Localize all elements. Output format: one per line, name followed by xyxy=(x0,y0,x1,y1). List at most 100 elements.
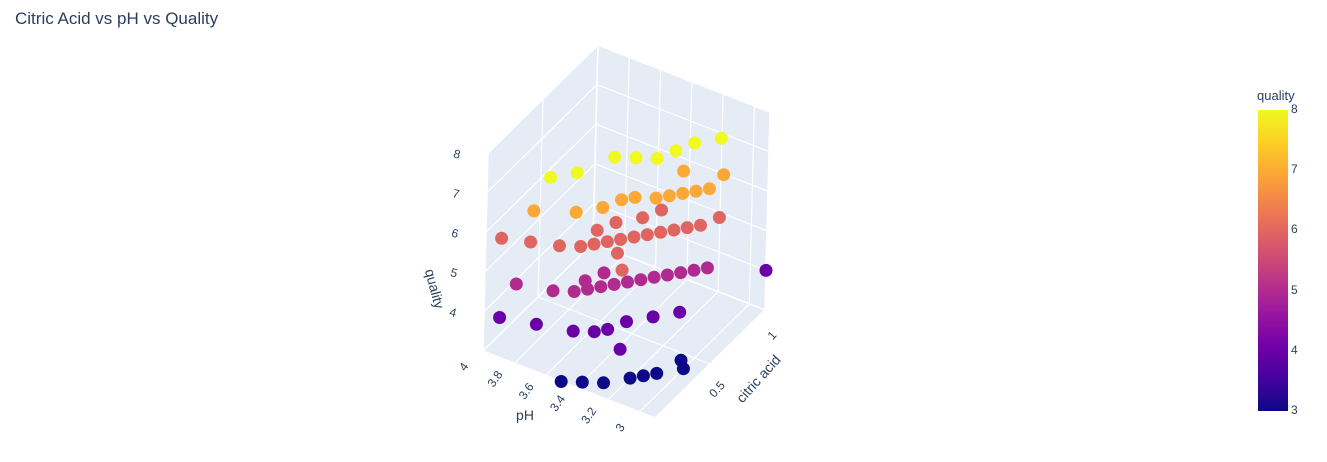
data-point xyxy=(546,284,560,298)
data-point xyxy=(613,342,627,356)
data-point xyxy=(640,228,654,242)
data-point xyxy=(527,204,541,218)
data-point xyxy=(628,190,642,204)
data-point xyxy=(650,152,664,165)
tick-ph: 3.2 xyxy=(578,404,599,426)
data-point xyxy=(702,182,716,196)
data-point xyxy=(554,375,568,388)
data-point xyxy=(647,270,661,284)
data-point xyxy=(623,371,637,385)
tick-citric: 1 xyxy=(765,328,780,343)
data-point xyxy=(509,277,523,291)
data-point xyxy=(714,131,728,145)
grid-quality-side xyxy=(593,202,767,271)
data-point xyxy=(649,191,663,205)
tick-quality: 4 xyxy=(448,305,458,320)
data-point xyxy=(687,263,701,277)
data-point xyxy=(674,353,688,367)
data-point xyxy=(574,240,588,253)
tick-quality: 6 xyxy=(450,226,460,241)
data-point xyxy=(615,263,629,277)
data-point xyxy=(566,324,580,338)
tick-quality: 8 xyxy=(452,147,462,162)
colorbar-tick: 5 xyxy=(1291,282,1298,297)
colorbar-tick: 4 xyxy=(1291,342,1298,357)
data-point xyxy=(677,164,691,178)
grid-ph-floor xyxy=(545,266,656,376)
chart-title: Citric Acid vs pH vs Quality xyxy=(15,9,219,28)
data-point xyxy=(669,144,683,158)
data-point xyxy=(615,193,629,207)
data-point xyxy=(600,235,614,249)
grid-ph-floor xyxy=(638,303,750,413)
data-point xyxy=(611,246,624,260)
data-point xyxy=(694,218,707,232)
data-point xyxy=(597,376,610,390)
data-point xyxy=(570,166,584,180)
data-point xyxy=(620,315,633,329)
colorbar-tick: 3 xyxy=(1291,403,1298,417)
grid-citric-back xyxy=(537,98,544,298)
tick-ph: 3.8 xyxy=(484,368,505,390)
data-point xyxy=(587,325,601,339)
grid-ph-side xyxy=(623,57,630,256)
data-point xyxy=(636,211,650,225)
colorbar-title: quality xyxy=(1257,88,1295,103)
data-point xyxy=(596,201,610,214)
data-point xyxy=(674,266,688,280)
data-point xyxy=(614,232,628,246)
data-point xyxy=(524,235,538,249)
data-point xyxy=(621,275,634,289)
data-point xyxy=(676,186,690,200)
data-point xyxy=(634,273,648,287)
data-point xyxy=(608,150,622,164)
data-point xyxy=(575,375,589,389)
data-point xyxy=(594,280,608,294)
data-point xyxy=(597,266,611,280)
tick-quality: 7 xyxy=(451,186,461,201)
colorbar-tick: 7 xyxy=(1291,162,1298,177)
data-point xyxy=(680,221,694,235)
data-point xyxy=(689,184,703,198)
tick-ph: 3.6 xyxy=(516,380,537,402)
colorbar xyxy=(1258,110,1288,411)
grid-quality-side xyxy=(596,84,770,153)
grid-ph-floor xyxy=(576,279,688,388)
data-point xyxy=(717,168,731,182)
axis-title-ph: pH xyxy=(516,407,534,423)
data-point xyxy=(609,216,623,229)
data-point xyxy=(578,274,592,288)
grid-quality-side xyxy=(597,44,771,113)
data-point xyxy=(759,263,773,277)
data-point xyxy=(650,366,664,380)
data-point xyxy=(636,369,650,383)
data-point xyxy=(712,211,726,224)
data-point xyxy=(700,261,714,275)
axis-title-citric-acid: citric acid xyxy=(733,352,784,406)
data-point xyxy=(660,268,674,282)
data-point xyxy=(627,230,641,244)
grid-ph-side xyxy=(748,105,755,304)
grid-quality-side xyxy=(595,123,769,192)
data-point xyxy=(544,170,557,184)
data-point xyxy=(673,305,687,319)
grid-ph-side xyxy=(717,93,724,292)
tick-ph: 3.4 xyxy=(547,392,568,414)
grid-citric-floor xyxy=(537,296,711,365)
data-point xyxy=(587,237,601,251)
data-point xyxy=(629,151,643,165)
axis-title-quality: quality xyxy=(422,267,448,310)
data-point xyxy=(646,310,660,324)
tick-quality: 5 xyxy=(449,265,459,280)
tick-ph: 4 xyxy=(456,360,471,374)
data-point xyxy=(590,223,604,237)
data-point xyxy=(667,223,681,237)
data-point xyxy=(654,225,668,239)
data-point xyxy=(688,136,702,150)
data-point xyxy=(553,239,566,253)
colorbar-tick: 8 xyxy=(1291,102,1298,116)
tick-ph: 3 xyxy=(612,421,627,435)
data-point xyxy=(569,205,583,219)
data-point xyxy=(655,203,668,217)
